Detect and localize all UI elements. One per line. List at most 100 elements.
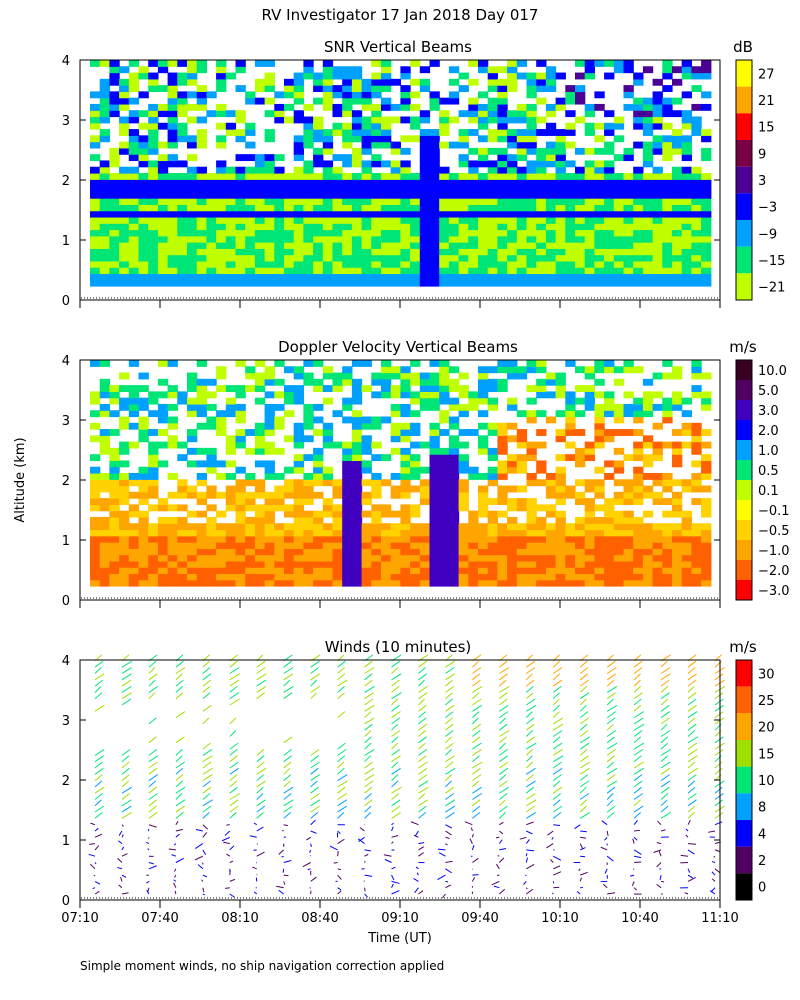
wind-barb [364, 723, 373, 731]
wind-barb [499, 667, 510, 674]
heatmap-cell [99, 273, 110, 281]
heatmap-cell [196, 410, 207, 418]
heatmap-cell [90, 103, 101, 111]
wind-barb [229, 667, 240, 674]
heatmap-cell [468, 579, 479, 587]
heatmap-cell [371, 116, 382, 124]
heatmap-cell [448, 542, 460, 549]
heatmap-cell [487, 235, 498, 243]
heatmap-cell [448, 229, 460, 237]
wind-barb [121, 824, 124, 827]
heatmap-cell [254, 229, 266, 237]
heatmap-cell [478, 191, 489, 199]
wind-barb [472, 679, 481, 687]
wind-barb [606, 736, 615, 744]
heatmap-cell [555, 378, 566, 386]
heatmap-cell [390, 116, 401, 124]
wind-barb [606, 660, 616, 668]
heatmap-cell [361, 141, 372, 149]
heatmap-cell [332, 372, 343, 380]
heatmap-cell [429, 391, 440, 399]
heatmap-cell [196, 360, 207, 367]
heatmap-cell [672, 129, 683, 136]
wind-barb [633, 836, 638, 841]
heatmap-cell [662, 372, 673, 380]
heatmap-cell [196, 385, 207, 392]
heatmap-cell [332, 103, 343, 111]
heatmap-cell [109, 260, 120, 268]
wind-barb [499, 704, 509, 712]
heatmap-cell [148, 60, 159, 67]
wind-barb [364, 874, 373, 877]
heatmap-cell [119, 85, 130, 92]
heatmap-cell [400, 504, 411, 512]
heatmap-cell [400, 378, 411, 386]
heatmap-cell [507, 210, 518, 218]
heatmap-cell [497, 147, 508, 155]
heatmap-cell [419, 204, 431, 212]
wind-barb [418, 685, 428, 693]
heatmap-cell [565, 560, 576, 568]
heatmap-cell [545, 223, 557, 231]
heatmap-cell [361, 229, 372, 237]
colorbar-label: 5.0 [758, 384, 779, 399]
wind-barb [579, 736, 591, 744]
heatmap-cell [371, 479, 382, 487]
heatmap-cell [196, 66, 207, 74]
heatmap-cell [448, 191, 460, 199]
wind-barb [310, 692, 318, 700]
heatmap-cell [274, 154, 285, 162]
heatmap-cell [128, 198, 140, 205]
heatmap-cell [109, 579, 120, 587]
heatmap-cell [274, 91, 285, 99]
heatmap-cell [177, 529, 188, 537]
heatmap-cell [652, 191, 663, 199]
heatmap-cell [536, 72, 547, 80]
heatmap-cell [381, 248, 392, 256]
heatmap-cell [468, 147, 479, 155]
heatmap-cell [672, 66, 683, 74]
heatmap-cell [410, 422, 421, 430]
heatmap-cell [672, 141, 683, 149]
heatmap-cell [516, 216, 528, 224]
heatmap-cell [225, 529, 237, 537]
wind-barb [418, 846, 425, 851]
wind-barb [714, 704, 724, 712]
heatmap-cell [264, 229, 275, 237]
heatmap-cell [284, 504, 295, 512]
wind-barb [121, 799, 132, 807]
heatmap-cell [497, 491, 508, 499]
heatmap-cell [128, 510, 140, 518]
heatmap-cell [361, 122, 372, 130]
heatmap-cell [254, 216, 266, 224]
heatmap-cell [604, 204, 615, 212]
heatmap-cell [225, 567, 237, 575]
heatmap-cell [691, 103, 702, 111]
heatmap-cell [90, 554, 101, 562]
wind-barb [714, 786, 723, 794]
wind-barb [606, 830, 609, 836]
heatmap-cell [468, 116, 479, 124]
heatmap-cell [429, 466, 440, 474]
heatmap-cell [196, 216, 207, 224]
heatmap-cell [545, 560, 557, 568]
heatmap-cell [303, 516, 314, 524]
heatmap-cell [322, 248, 334, 256]
heatmap-cell [235, 523, 246, 531]
wind-barb [445, 667, 455, 674]
heatmap-cell [604, 248, 615, 256]
heatmap-cell [545, 279, 557, 287]
heatmap-cell [157, 160, 169, 168]
heatmap-cell [468, 510, 479, 518]
heatmap-cell [487, 422, 498, 430]
wind-barb [310, 799, 321, 807]
heatmap-cell [293, 510, 304, 518]
heatmap-cell [497, 573, 508, 581]
wind-barb [498, 839, 503, 844]
heatmap-cell [381, 510, 392, 518]
heatmap-cell [400, 216, 411, 224]
heatmap-cell [99, 191, 110, 199]
x-tick-label: 07:40 [141, 911, 178, 926]
heatmap-cell [458, 160, 469, 168]
heatmap-cell [264, 441, 275, 449]
